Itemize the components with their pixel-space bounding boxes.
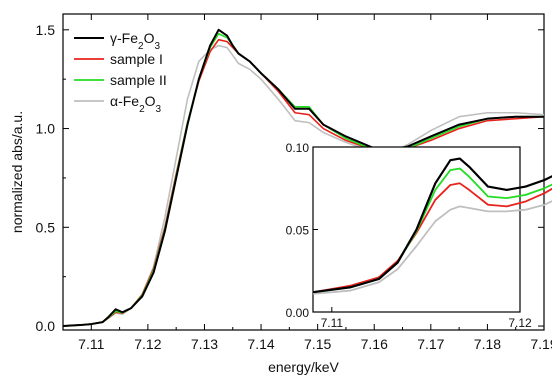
y-tick-label: 0.5 xyxy=(36,219,56,235)
inset-x-tick-label: 7.11 xyxy=(321,316,344,330)
inset-y-tick-label: 0.10 xyxy=(286,141,310,155)
y-tick-label: 1.5 xyxy=(36,22,56,38)
inset-series-line-fe2o3 xyxy=(312,157,552,294)
x-tick-label: 7.15 xyxy=(304,336,331,352)
x-axis-label: energy/keV xyxy=(268,359,339,375)
legend-label-sample-ii: sample II xyxy=(110,72,167,88)
legend-label-fe: α-Fe2O3 xyxy=(110,93,162,115)
x-tick-label: 7.16 xyxy=(361,336,388,352)
x-tick-label: 7.11 xyxy=(78,336,104,352)
x-tick-label: 7.13 xyxy=(191,336,218,352)
legend-label-sample-i: sample I xyxy=(110,51,163,67)
x-tick-label: 7.17 xyxy=(417,336,444,352)
inset-series-line-fe2o3 xyxy=(312,200,552,295)
y-tick-label: 0.0 xyxy=(36,318,56,334)
y-axis-label: normalized abs/a.u. xyxy=(9,111,25,233)
x-tick-label: 7.19 xyxy=(530,336,552,352)
inset-x-tick-label: 7.12 xyxy=(508,316,532,330)
x-tick-label: 7.12 xyxy=(134,336,161,352)
inset-y-tick-label: 0.05 xyxy=(286,224,310,238)
x-tick-label: 7.14 xyxy=(247,336,274,352)
inset-plot: 7.11 7.12 0.00 0.05 0.10 xyxy=(286,141,552,330)
legend-label-fe: γ-Fe2O3 xyxy=(110,30,160,52)
inset-y-tick-label: 0.00 xyxy=(286,306,310,320)
y-tick-label: 1.0 xyxy=(36,121,56,137)
plot-frame xyxy=(62,13,545,331)
inset-series-line-sample-i xyxy=(312,182,552,294)
x-tick-label: 7.18 xyxy=(474,336,501,352)
